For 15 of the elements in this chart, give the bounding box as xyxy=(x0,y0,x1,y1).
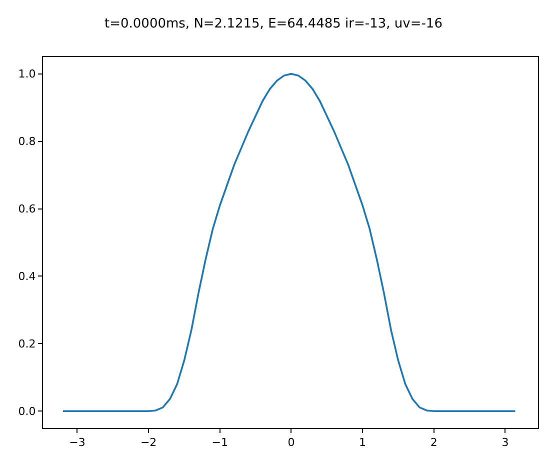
x-tick-label: 2 xyxy=(430,436,438,450)
y-tick-label: 0.2 xyxy=(18,338,36,351)
x-tick-label: −1 xyxy=(212,436,228,450)
y-tick-label: 1.0 xyxy=(18,68,36,81)
x-tick-label: −2 xyxy=(140,436,157,450)
x-tick-label: 3 xyxy=(502,436,509,450)
y-tick-label: 0.6 xyxy=(18,202,36,216)
x-tick-label: 1 xyxy=(359,436,366,450)
chart-title: t=0.0000ms, N=2.1215, E=64.4485 ir=-13, uv=-16 xyxy=(104,16,442,32)
y-tick-label: 0.8 xyxy=(18,135,36,148)
y-tick-label: 0.0 xyxy=(18,404,36,418)
line-series xyxy=(62,72,516,412)
x-tick-label: 0 xyxy=(288,436,295,450)
y-tick-label: 0.4 xyxy=(18,270,36,284)
x-tick-label: −3 xyxy=(69,436,86,450)
